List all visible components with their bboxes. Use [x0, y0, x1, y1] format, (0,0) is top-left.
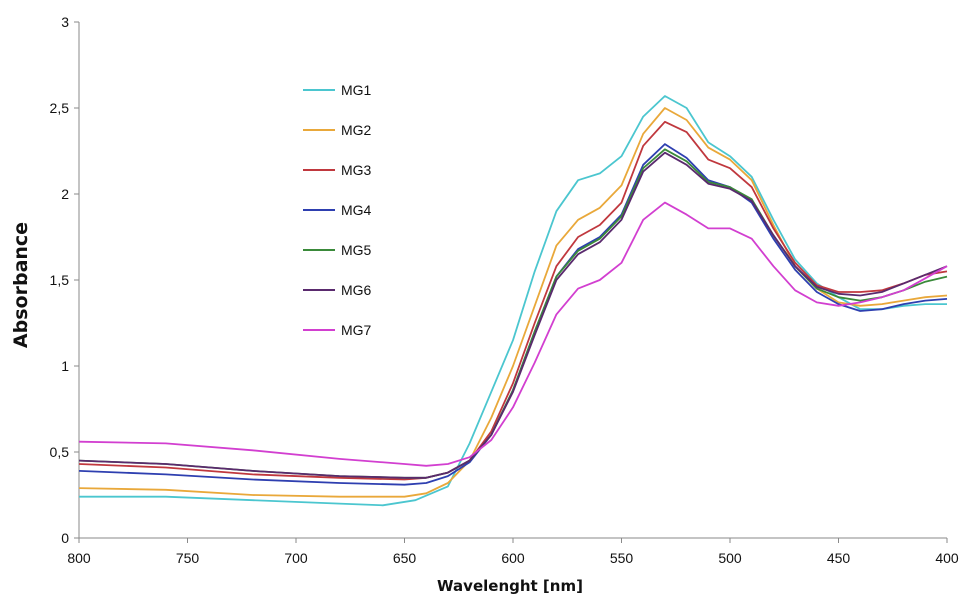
x-tick-label: 750 [176, 550, 200, 566]
y-tick-label: 3 [61, 14, 69, 30]
x-tick-label: 450 [827, 550, 851, 566]
y-tick-label: 2 [61, 186, 69, 202]
series-line-mg1 [79, 95, 947, 507]
series-line-mg7 [78, 201, 948, 467]
legend: MG1 MG2 MG3 MG4 MG5 MG6 MG7 [303, 82, 372, 338]
y-tick-label: 0 [61, 530, 69, 546]
x-tick-label: 400 [935, 550, 959, 566]
x-tick-label: 500 [718, 550, 742, 566]
x-tick-label: 700 [284, 550, 308, 566]
x-axis-title: Wavelenght [nm] [437, 577, 583, 595]
legend-label-mg2: MG2 [341, 122, 372, 138]
y-tick-label: 0,5 [50, 444, 70, 460]
axes: 0 0,5 1 1,5 2 2,5 3 800 750 700 650 600 550 500 450 400 [50, 14, 959, 566]
legend-label-mg6: MG6 [341, 282, 372, 298]
x-tick-label: 600 [501, 550, 525, 566]
series-line-mg4 [78, 143, 948, 486]
x-tick-label: 550 [610, 550, 634, 566]
y-axis-title: Absorbance [10, 222, 32, 348]
legend-label-mg4: MG4 [341, 202, 372, 218]
y-tick-label: 1,5 [50, 272, 70, 288]
series-line-mg6 [78, 151, 948, 479]
series-line-mg2 [78, 107, 948, 498]
x-tick-label: 800 [67, 550, 91, 566]
legend-label-mg5: MG5 [341, 242, 372, 258]
series-line-mg3 [78, 120, 948, 481]
legend-label-mg7: MG7 [341, 322, 372, 338]
series-line-mg5 [78, 148, 948, 479]
series-layer [78, 95, 948, 507]
x-tick-label: 650 [393, 550, 417, 566]
y-tick-label: 2,5 [50, 100, 70, 116]
legend-label-mg1: MG1 [341, 82, 372, 98]
legend-label-mg3: MG3 [341, 162, 372, 178]
y-tick-label: 1 [61, 358, 69, 374]
